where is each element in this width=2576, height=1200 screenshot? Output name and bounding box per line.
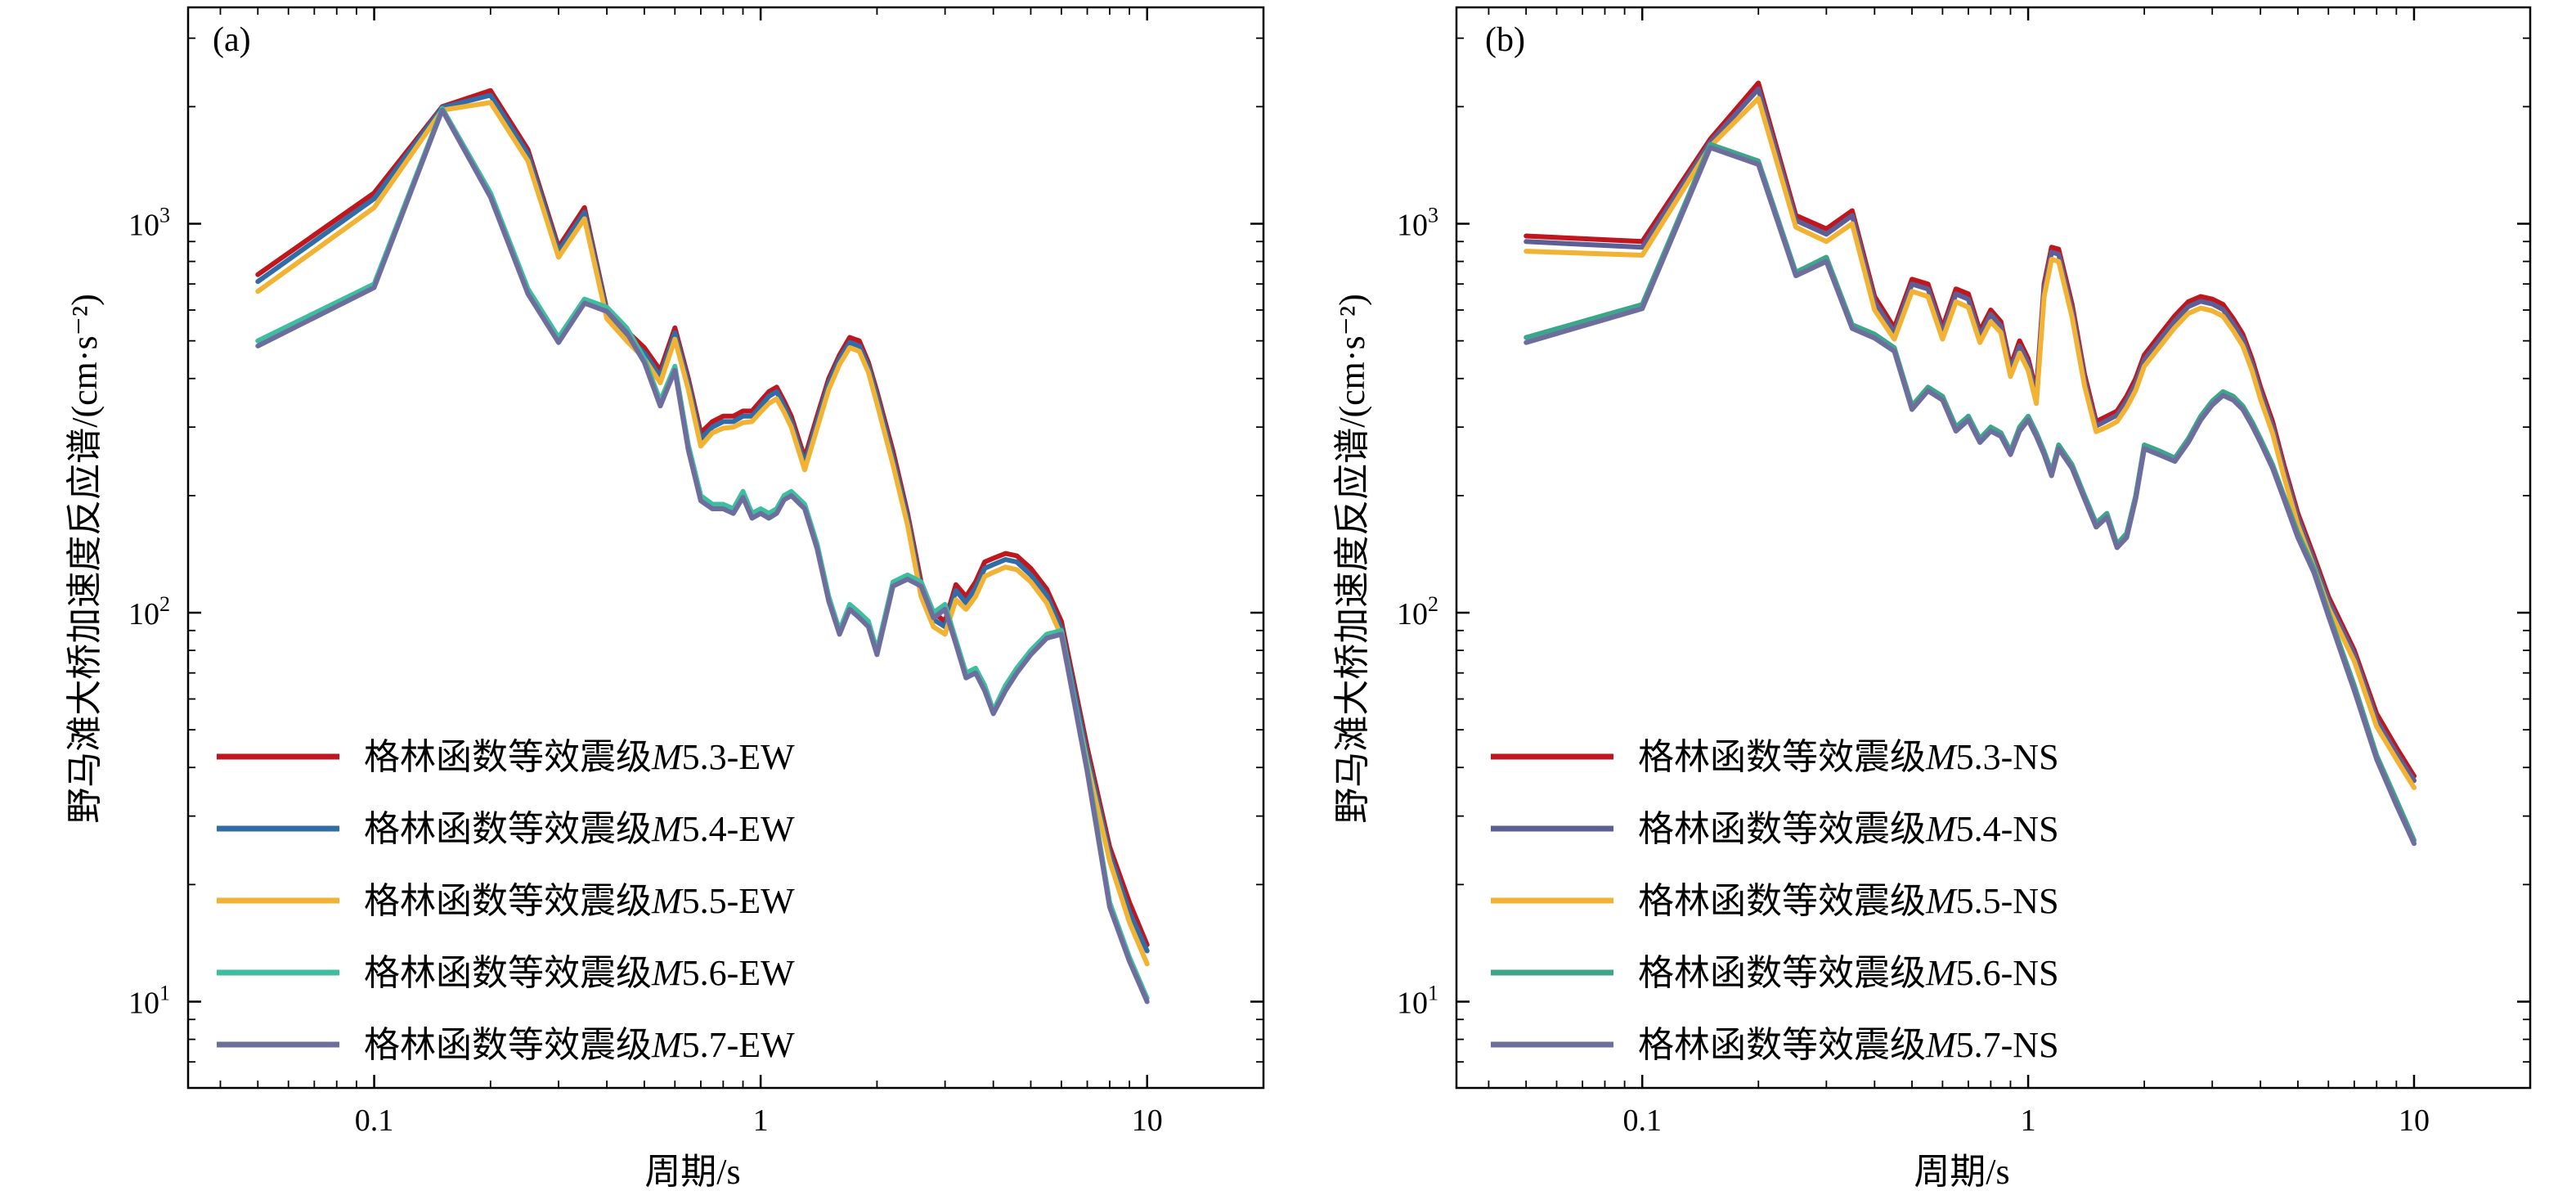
legend-entry-label: 格林函数等效震级M5.4-EW bbox=[364, 809, 795, 849]
panel-b: 野马滩大桥加速度反应谱/(cm·s⁻²) 周期/s 0.1 1 10 101 102 10… bbox=[1332, 6, 2532, 1192]
x-tick-label: 0.1 bbox=[1622, 1103, 1662, 1138]
series-line-b-5 bbox=[1524, 145, 2417, 847]
legend-entry-label: 格林函数等效震级M5.5-NS bbox=[1638, 881, 2059, 921]
legend-entry-label: 格林函数等效震级M5.5-EW bbox=[364, 881, 795, 921]
panel-a: 野马滩大桥加速度反应谱/(cm·s⁻²) 周期/s 0.1 1 10 101 102 10… bbox=[65, 6, 1265, 1192]
legend-entry-label: 格林函数等效震级M5.3-EW bbox=[364, 737, 795, 777]
y-tick-label: 101 bbox=[1397, 982, 1438, 1021]
legend-entry-label: 格林函数等效震级M5.6-NS bbox=[1638, 953, 2059, 993]
panel-label-b: (b) bbox=[1485, 21, 1525, 59]
legend-entry-label: 格林函数等效震级M5.3-NS bbox=[1638, 737, 2059, 777]
legend-entry-label: 格林函数等效震级M5.7-NS bbox=[1638, 1025, 2059, 1065]
y-tick-label: 103 bbox=[1397, 204, 1438, 243]
legend-a: 格林函数等效震级M5.3-EW 格林函数等效震级M5.4-EW 格林函数等效震级M5… bbox=[217, 737, 795, 1065]
x-tick-label: 1 bbox=[753, 1103, 769, 1138]
x-tick-label: 10 bbox=[2399, 1103, 2430, 1138]
series-layer-b bbox=[1524, 80, 2417, 847]
y-axis-label-b: 野马滩大桥加速度反应谱/(cm·s⁻²) bbox=[1332, 294, 1372, 823]
series-line-b-1 bbox=[1524, 80, 2417, 779]
axis-ticks-a: 0.1 1 10 101 102 103 bbox=[128, 7, 1264, 1138]
x-tick-label: 10 bbox=[1132, 1103, 1163, 1138]
panel-label-a: (a) bbox=[213, 21, 251, 59]
y-tick-label: 101 bbox=[128, 982, 170, 1021]
legend-entry-label: 格林函数等效震级M5.7-EW bbox=[364, 1025, 795, 1065]
series-line-b-3 bbox=[1524, 96, 2417, 790]
series-line-b-2 bbox=[1524, 86, 2417, 784]
y-tick-label: 102 bbox=[1397, 592, 1438, 631]
axis-ticks-b: 0.1 1 10 101 102 103 bbox=[1397, 7, 2531, 1138]
legend-b: 格林函数等效震级M5.3-NS 格林函数等效震级M5.4-NS 格林函数等效震级M5… bbox=[1491, 737, 2059, 1065]
x-axis-label-a: 周期/s bbox=[644, 1152, 740, 1192]
plot-frame-b bbox=[1455, 6, 2532, 1090]
y-tick-label: 102 bbox=[128, 592, 170, 631]
x-axis-label-b: 周期/s bbox=[1914, 1152, 2009, 1192]
legend-entry-label: 格林函数等效震级M5.4-NS bbox=[1638, 809, 2059, 849]
legend-entry-label: 格林函数等效震级M5.6-EW bbox=[364, 953, 795, 993]
x-tick-label: 0.1 bbox=[355, 1103, 394, 1138]
plot-frame-a bbox=[186, 6, 1265, 1090]
y-tick-label: 103 bbox=[128, 204, 170, 243]
x-tick-label: 1 bbox=[2021, 1103, 2036, 1138]
series-layer-a bbox=[255, 88, 1150, 1004]
y-axis-label-a: 野马滩大桥加速度反应谱/(cm·s⁻²) bbox=[65, 294, 105, 823]
series-line-a-5 bbox=[255, 107, 1150, 1004]
